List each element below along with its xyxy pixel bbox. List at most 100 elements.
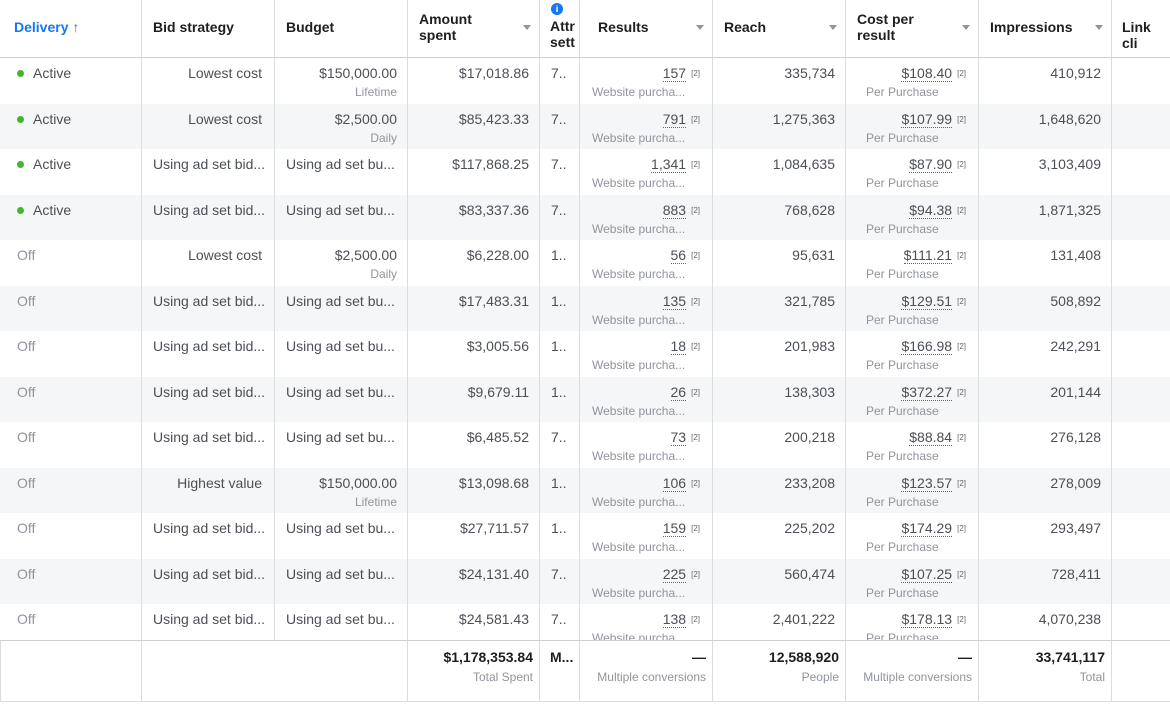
cost-per-result-type: Per Purchase bbox=[866, 358, 939, 372]
results-cell: 225 [2] Website purcha... bbox=[580, 558, 713, 604]
active-status-dot-icon bbox=[17, 206, 24, 214]
results-cell: 135 [2] Website purcha... bbox=[580, 285, 713, 331]
caret-down-icon[interactable] bbox=[962, 25, 970, 30]
results-cell: 18 [2] Website purcha... bbox=[580, 331, 713, 377]
totals-cell-reach: 12,588,920 People bbox=[713, 641, 846, 701]
delivery-cell: Active bbox=[0, 149, 142, 195]
results-value[interactable]: 106 [2] bbox=[662, 474, 700, 492]
cost-per-result-value[interactable]: $129.51 [2] bbox=[901, 292, 966, 310]
caret-down-icon[interactable] bbox=[829, 25, 837, 30]
budget-value: Using ad set bu... bbox=[286, 520, 395, 536]
budget-cell: $150,000.00 Lifetime bbox=[275, 58, 408, 104]
results-value[interactable]: 159 [2] bbox=[662, 520, 700, 537]
cost-per-result-value[interactable]: $372.27 [2] bbox=[901, 383, 966, 401]
caret-down-icon[interactable] bbox=[523, 25, 531, 30]
budget-cell: Using ad set bu... bbox=[275, 513, 408, 559]
column-header-budget[interactable]: Budget bbox=[275, 0, 408, 58]
totals-cell-results: — Multiple conversions bbox=[580, 641, 713, 701]
cost-per-result-value[interactable]: $166.98 [2] bbox=[901, 338, 966, 355]
cost-per-result-type: Per Purchase bbox=[866, 494, 939, 509]
column-header-results[interactable]: Results bbox=[580, 0, 713, 58]
results-value[interactable]: 157 [2] bbox=[662, 65, 700, 82]
amount-spent-value: $24,131.40 bbox=[458, 565, 529, 582]
results-value[interactable]: 26 [2] bbox=[670, 383, 700, 401]
column-header-delivery[interactable]: Delivery ↑ bbox=[0, 0, 142, 58]
info-icon[interactable]: i bbox=[551, 3, 563, 15]
cost-per-result-value[interactable]: $94.38 [2] bbox=[909, 201, 966, 219]
bid-strategy-cell: Using ad set bid... bbox=[142, 149, 275, 195]
amount-spent-cell: $3,005.56 bbox=[408, 331, 540, 377]
footnote-mark: [2] bbox=[691, 205, 700, 215]
amount-spent-value: $3,005.56 bbox=[466, 338, 529, 354]
cost-per-result-value[interactable]: $123.57 [2] bbox=[901, 474, 966, 492]
link-clicks-cell bbox=[1112, 422, 1170, 468]
bid-strategy-cell: Using ad set bid... bbox=[142, 331, 275, 377]
bid-strategy-cell: Lowest cost bbox=[142, 240, 275, 286]
impressions-cell: 1,648,620 bbox=[979, 103, 1112, 149]
results-value[interactable]: 56 [2] bbox=[670, 247, 700, 264]
results-cell: 73 [2] Website purcha... bbox=[580, 422, 713, 468]
bid-strategy-value: Highest value bbox=[177, 474, 262, 491]
column-header-attribution[interactable]: i Attr sett bbox=[540, 0, 580, 58]
cost-per-result-value[interactable]: $107.25 [2] bbox=[901, 565, 966, 583]
attribution-cell: 7.. bbox=[540, 58, 580, 104]
bid-strategy-cell: Using ad set bid... bbox=[142, 376, 275, 422]
bid-strategy-value: Using ad set bid... bbox=[153, 292, 266, 309]
reach-value: 1,275,363 bbox=[772, 110, 835, 127]
totals-cell-impressions: 33,741,117 Total bbox=[979, 641, 1112, 701]
results-value[interactable]: 883 [2] bbox=[662, 201, 700, 219]
budget-header-label: Budget bbox=[286, 19, 335, 35]
cost-per-result-value[interactable]: $178.13 [2] bbox=[901, 611, 966, 628]
caret-down-icon[interactable] bbox=[696, 25, 704, 30]
cost-per-result-value[interactable]: $87.90 [2] bbox=[909, 156, 966, 173]
delivery-status: Active bbox=[17, 111, 71, 127]
column-header-reach[interactable]: Reach bbox=[713, 0, 846, 58]
results-value[interactable]: 225 [2] bbox=[662, 565, 700, 583]
cost-per-result-value[interactable]: $107.99 [2] bbox=[901, 110, 966, 128]
budget-value: Using ad set bu... bbox=[286, 565, 395, 582]
link-clicks-cell bbox=[1112, 194, 1170, 240]
budget-cell: Using ad set bu... bbox=[275, 604, 408, 650]
column-header-cost-per-result[interactable]: Cost per result bbox=[846, 0, 979, 58]
cost-per-result-cell: $88.84 [2] Per Purchase bbox=[846, 422, 979, 468]
results-cell: 1,341 [2] Website purcha... bbox=[580, 149, 713, 195]
results-value[interactable]: 135 [2] bbox=[662, 292, 700, 310]
budget-cell: Using ad set bu... bbox=[275, 331, 408, 377]
reach-cell: 1,275,363 bbox=[713, 103, 846, 149]
delivery-status: Active bbox=[17, 65, 71, 81]
total-results-value: — bbox=[692, 649, 706, 665]
impressions-value: 728,411 bbox=[1051, 565, 1101, 582]
cost-per-result-cell: $174.29 [2] Per Purchase bbox=[846, 513, 979, 559]
column-header-amount-spent[interactable]: Amount spent bbox=[408, 0, 540, 58]
horizontal-scroll-area[interactable] bbox=[0, 703, 1170, 718]
column-header-link-clicks[interactable]: Link cli bbox=[1112, 0, 1170, 58]
budget-type: Daily bbox=[370, 267, 397, 281]
link-clicks-cell bbox=[1112, 240, 1170, 286]
column-header-bid-strategy[interactable]: Bid strategy bbox=[142, 0, 275, 58]
delivery-status: Off bbox=[17, 474, 36, 491]
cost-per-result-cell: $107.25 [2] Per Purchase bbox=[846, 558, 979, 604]
amount-spent-cell: $13,098.68 bbox=[408, 467, 540, 513]
cost-per-result-value[interactable]: $108.40 [2] bbox=[901, 65, 966, 82]
attribution-cell: 1.. bbox=[540, 331, 580, 377]
results-value[interactable]: 791 [2] bbox=[662, 110, 700, 128]
cost-per-result-value[interactable]: $88.84 [2] bbox=[909, 429, 966, 446]
results-value[interactable]: 1,341 [2] bbox=[651, 156, 700, 173]
cost-per-result-value[interactable]: $111.21 [2] bbox=[903, 247, 966, 264]
results-value[interactable]: 18 [2] bbox=[670, 338, 700, 355]
budget-value: $2,500.00 bbox=[334, 247, 397, 263]
column-header-impressions[interactable]: Impressions bbox=[979, 0, 1112, 58]
active-status-dot-icon bbox=[17, 115, 24, 123]
caret-down-icon[interactable] bbox=[1095, 25, 1103, 30]
results-value[interactable]: 138 [2] bbox=[662, 611, 700, 628]
budget-type: Lifetime bbox=[354, 494, 397, 509]
bid-strategy-value: Lowest cost bbox=[188, 65, 262, 81]
amount-spent-cell: $117,868.25 bbox=[408, 149, 540, 195]
delivery-cell: Active bbox=[0, 103, 142, 149]
cost-per-result-value[interactable]: $174.29 [2] bbox=[901, 520, 966, 537]
reach-value: 768,628 bbox=[784, 201, 835, 218]
attribution-value: 7.. bbox=[551, 611, 567, 627]
results-value[interactable]: 73 [2] bbox=[670, 429, 700, 446]
attribution-cell: 7.. bbox=[540, 558, 580, 604]
cost-per-result-type: Per Purchase bbox=[866, 449, 939, 463]
